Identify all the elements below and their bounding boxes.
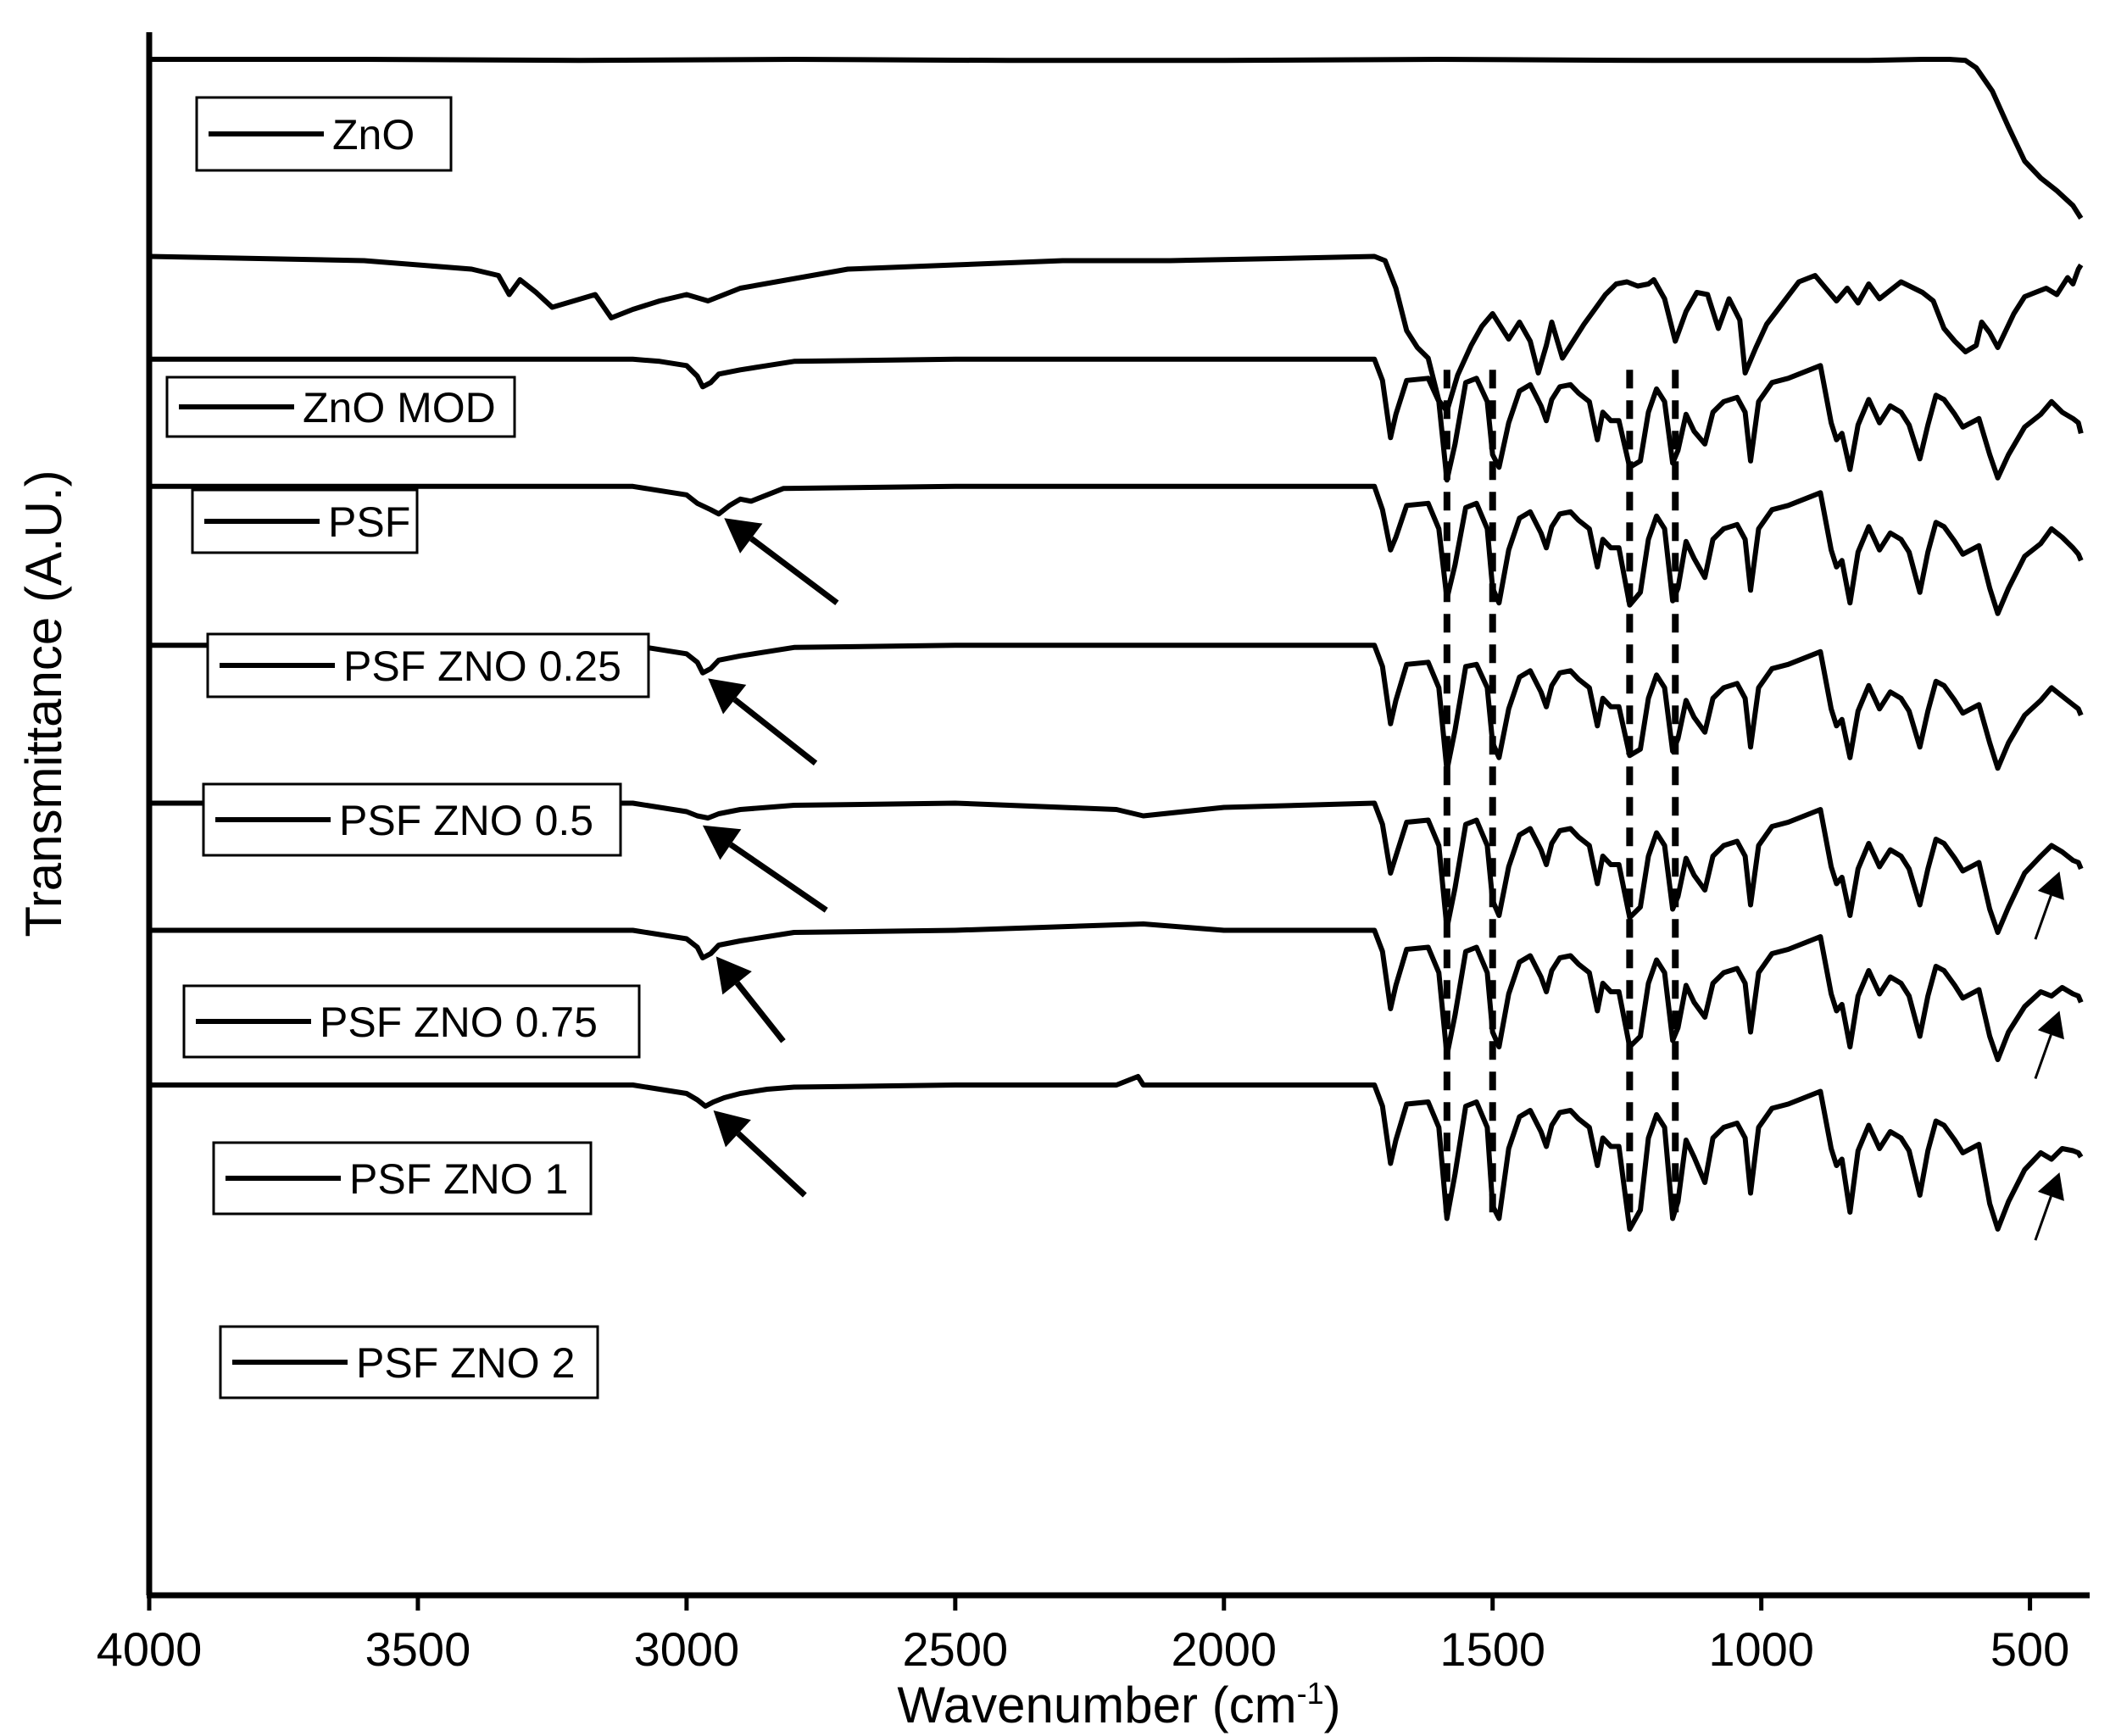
peak-arrow-4-head <box>713 1110 751 1148</box>
x-tick-label-6: 1000 <box>1708 1622 1814 1676</box>
x-axis-title-superscript: -1 <box>1297 1676 1324 1711</box>
x-tick-label-5: 1500 <box>1439 1622 1545 1676</box>
legend-box-4: PSF ZNO 0.5 <box>202 782 622 857</box>
legend-label-7: PSF ZNO 2 <box>356 1339 575 1387</box>
legend-box-1: ZnO MOD <box>165 376 516 438</box>
thin-arrow-2-shaft <box>2034 1195 2052 1241</box>
peak-arrow-3-head <box>715 956 752 995</box>
peak-arrow-3-shaft <box>734 981 786 1043</box>
thin-arrow-1-shaft <box>2034 1034 2052 1080</box>
thin-arrow-2-head <box>2037 1172 2064 1201</box>
x-tick-label-0: 4000 <box>97 1622 203 1676</box>
x-tick-label-1: 3500 <box>365 1622 471 1676</box>
plot-area <box>148 57 2084 1232</box>
peak-arrow-2-shaft <box>728 842 828 913</box>
legend-label-0: ZnO <box>332 111 415 159</box>
peak-arrow-1-shaft <box>732 697 818 766</box>
x-tick-label-7: 500 <box>1990 1622 2069 1676</box>
legend-label-1: ZnO MOD <box>303 384 496 431</box>
x-axis-title: Wavenumber (cm-1) <box>897 1676 1340 1733</box>
thin-arrow-0-head <box>2037 871 2064 900</box>
legend-box-7: PSF ZNO 2 <box>219 1325 599 1399</box>
legend-box-2: PSF <box>191 488 419 554</box>
thin-arrow-1-head <box>2037 1010 2064 1040</box>
series-line-3 <box>149 483 2084 616</box>
peak-arrow-1-head <box>708 678 747 715</box>
legend-label-2: PSF <box>328 498 410 546</box>
y-axis-title: Transmittance (A.U.) <box>15 470 72 937</box>
series-line-1 <box>148 253 2084 414</box>
series-line-0 <box>149 57 2084 220</box>
series-line-6 <box>149 921 2084 1062</box>
legend-label-6: PSF ZNO 1 <box>349 1155 568 1203</box>
series-line-5 <box>149 800 2084 935</box>
x-tick-label-2: 3000 <box>634 1622 740 1676</box>
legend-box-5: PSF ZNO 0.75 <box>182 984 641 1059</box>
peak-arrow-0-head <box>724 518 763 554</box>
legend-boxes: ZnO ZnO MOD PSF PSF ZNO 0.25 PSF ZNO 0.5 PSF … <box>165 96 650 1399</box>
peak-arrow-0-shaft <box>749 536 839 606</box>
series-line-7 <box>149 1074 2084 1232</box>
x-tick-label-4: 2000 <box>1171 1622 1277 1676</box>
legend-box-6: PSF ZNO 1 <box>212 1141 593 1216</box>
x-tick-label-3: 2500 <box>903 1622 1009 1676</box>
annotation-arrows <box>702 518 2064 1241</box>
peak-arrow-4-shaft <box>736 1131 807 1198</box>
peak-arrow-2-head <box>702 825 742 860</box>
legend-label-4: PSF ZNO 0.5 <box>339 797 593 844</box>
legend-label-5: PSF ZNO 0.75 <box>320 999 598 1046</box>
legend-label-3: PSF ZNO 0.25 <box>343 643 621 690</box>
thin-arrow-0-shaft <box>2034 894 2052 940</box>
reference-lines <box>1443 370 1679 1223</box>
x-axis-ticks: 4000 3500 3000 2500 2000 1500 1000 500 <box>97 1595 2069 1676</box>
series-line-4 <box>149 643 2084 773</box>
series-line-2 <box>149 356 2084 483</box>
legend-box-0: ZnO <box>195 96 453 172</box>
legend-box-3: PSF ZNO 0.25 <box>206 632 650 698</box>
